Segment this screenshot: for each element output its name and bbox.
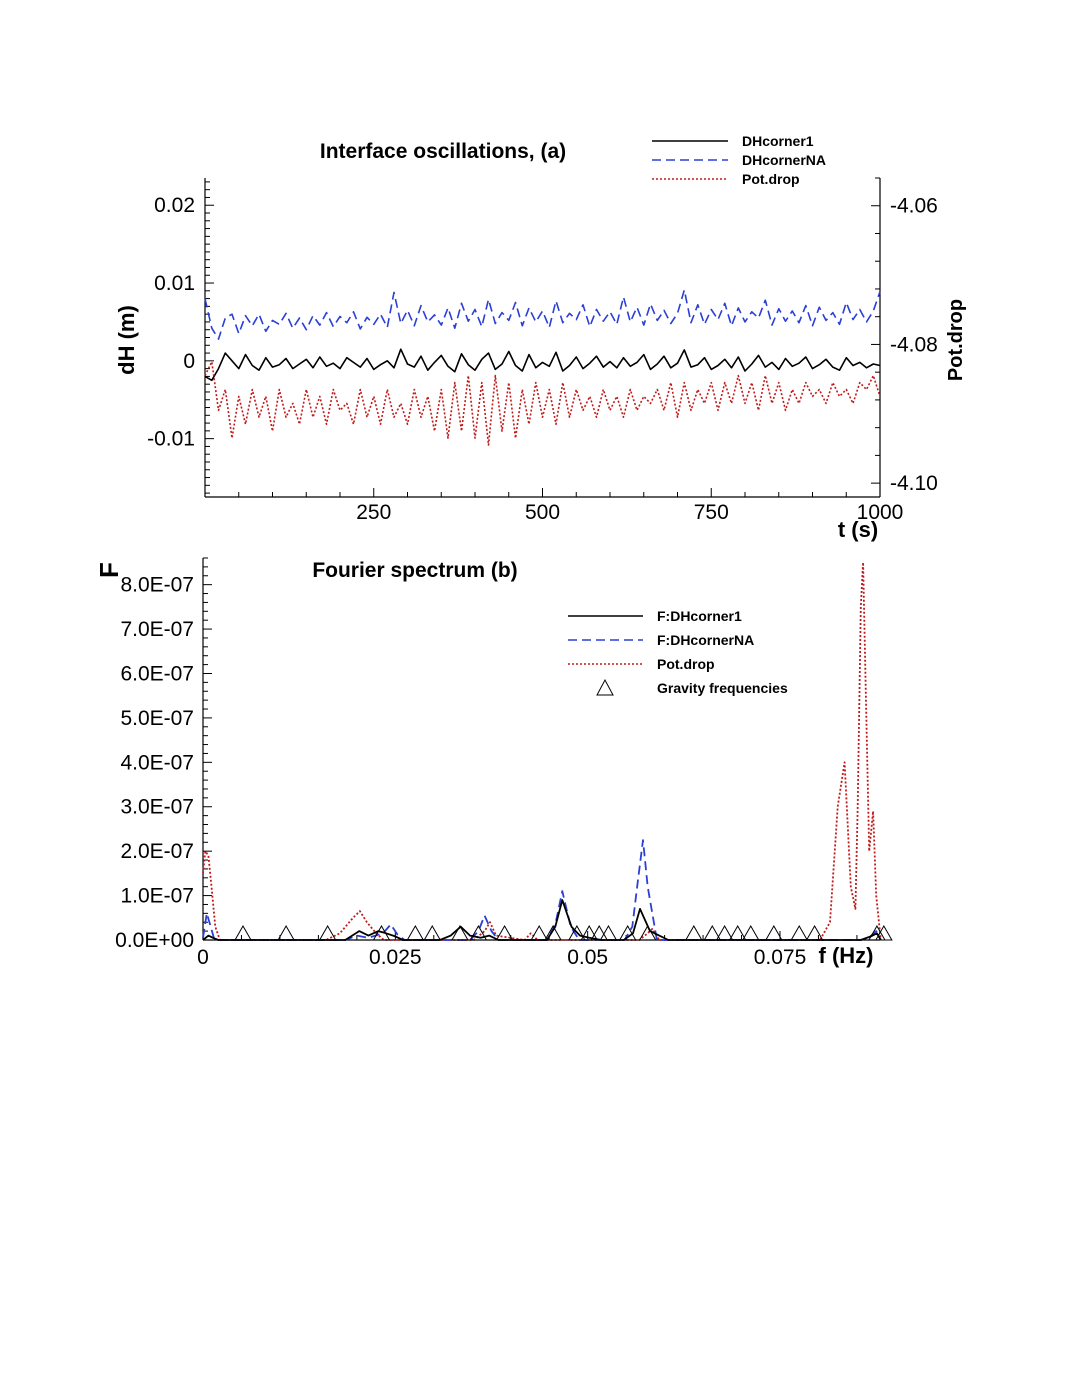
chart-b-axes: 0 0.025 0.05 0.075 8.0E-07 7.0E-07 6.0E-07 5.0E… [115, 557, 880, 969]
chart-b-legend: F:DHcorner1 F:DHcornerNA Pot.drop Gravity f… [568, 608, 788, 696]
chart-b-y-axis-label: F [94, 562, 124, 578]
chart-b-y-tick-label: 8.0E-07 [120, 574, 194, 597]
chart-a-title: Interface oscillations, (a) [320, 140, 566, 163]
gravity-frequency-triangle [874, 924, 893, 941]
chart-b-x-tick-label: 0.075 [754, 946, 807, 969]
gravity-frequency-triangle [638, 924, 657, 941]
chart-fourier-spectrum: Fourier spectrum (b) 0 0.025 0.05 0.075 8.0E… [94, 557, 893, 969]
gravity-frequency-triangle [406, 924, 425, 941]
chart-b-legend-label: F:DHcorner1 [657, 608, 742, 624]
chart-a-y-tick-label: -0.01 [147, 428, 195, 451]
chart-b-legend-label: Gravity frequencies [657, 680, 788, 696]
chart-a-axes: 250 500 750 1000 0.02 0.01 0 -0.01 -4.06 -4.08 -4.… [147, 177, 938, 524]
chart-a-y2-tick-label: -4.10 [890, 472, 938, 495]
chart-b-series-line-1 [202, 899, 882, 941]
gravity-frequency-triangle [580, 924, 599, 941]
chart-b-legend-label: F:DHcornerNA [657, 632, 754, 648]
chart-a-x-axis-label: t (s) [838, 517, 878, 542]
gravity-frequency-triangle [568, 924, 586, 941]
chart-b-y-tick-label: 1.0E-07 [120, 885, 194, 908]
gravity-frequency-triangle [469, 924, 488, 941]
gravity-frequency-triangle [618, 924, 637, 941]
gravity-frequency-triangle [764, 924, 783, 941]
chart-a-series [204, 289, 881, 446]
chart-a-y-axis-label: dH (m) [114, 305, 139, 375]
chart-a-x-tick-label: 500 [525, 501, 560, 524]
chart-b-series [202, 561, 882, 941]
chart-a-y-tick-label: 0 [183, 350, 195, 373]
gravity-frequency-triangle [495, 924, 514, 941]
chart-a-series-line-2 [204, 289, 881, 340]
gravity-frequency-triangle [805, 924, 824, 941]
gravity-frequency-triangle [590, 924, 609, 941]
chart-b-x-tick-label: 0 [197, 946, 209, 969]
chart-b-gravity-markers [234, 924, 893, 941]
gravity-frequency-triangle [790, 924, 809, 941]
chart-a-legend: DHcorner1 DHcornerNA Pot.drop [652, 133, 826, 187]
chart-b-y-tick-label: 4.0E-07 [120, 751, 194, 774]
chart-interface-oscillations: Interface oscillations, (a) 250 500 750 100… [114, 133, 967, 542]
gravity-frequency-triangle [451, 924, 469, 941]
gravity-frequency-triangle [423, 924, 442, 941]
gravity-frequency-triangle [544, 924, 562, 941]
gravity-frequency-triangle [372, 924, 391, 941]
gravity-frequency-triangle [234, 924, 252, 941]
chart-b-series-line-2 [202, 839, 882, 941]
chart-b-x-tick-label: 0.025 [369, 946, 422, 969]
chart-a-legend-label: DHcorner1 [742, 133, 814, 149]
chart-a-y2-axis-label: Pot.drop [945, 299, 967, 381]
chart-a-y-tick-label: 0.01 [154, 272, 195, 295]
chart-a-series-line-3 [204, 360, 881, 446]
chart-b-series-line-3 [202, 561, 882, 941]
gravity-frequency-triangle [728, 924, 747, 941]
chart-b-x-tick-label: 0.05 [567, 946, 608, 969]
chart-a-y-tick-label: 0.02 [154, 194, 195, 217]
gravity-frequency-triangle [715, 924, 734, 941]
chart-a-y2-tick-label: -4.08 [890, 333, 938, 356]
chart-b-legend-triangle-icon [596, 678, 614, 696]
chart-a-y2-tick-label: -4.06 [890, 195, 938, 218]
chart-b-y-tick-label: 2.0E-07 [120, 840, 194, 863]
chart-a-x-tick-label: 750 [694, 501, 729, 524]
gravity-frequency-triangle [684, 924, 703, 941]
chart-b-y-tick-label: 6.0E-07 [120, 662, 194, 685]
gravity-frequency-triangle [530, 924, 549, 941]
chart-b-x-axis-label: f (Hz) [819, 943, 874, 968]
chart-b-y-tick-label: 3.0E-07 [120, 796, 194, 819]
gravity-frequency-triangle [318, 924, 337, 941]
gravity-frequency-triangle [703, 924, 722, 941]
chart-a-x-tick-label: 250 [356, 501, 391, 524]
chart-b-y-tick-label: 7.0E-07 [120, 618, 194, 641]
chart-b-y-tick-label: 5.0E-07 [120, 707, 194, 730]
chart-b-legend-label: Pot.drop [657, 656, 715, 672]
chart-a-series-line-1 [204, 348, 881, 382]
chart-a-x-tick-label: 1000 [857, 501, 904, 524]
gravity-frequency-triangle [741, 924, 760, 941]
gravity-frequency-triangle [277, 924, 295, 941]
gravity-frequency-triangle [599, 924, 618, 941]
chart-a-legend-label: Pot.drop [742, 171, 800, 187]
chart-a-legend-label: DHcornerNA [742, 152, 826, 168]
chart-b-y-tick-label: 0.0E+00 [115, 929, 194, 952]
chart-b-title: Fourier spectrum (b) [312, 559, 517, 582]
